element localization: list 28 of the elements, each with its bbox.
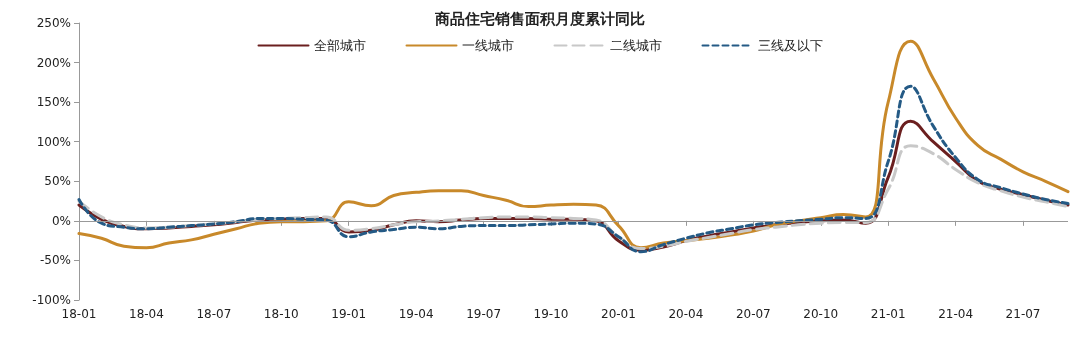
y-tick-label: 250% — [36, 16, 71, 30]
x-tick-label: 20-07 — [735, 307, 771, 321]
x-tick-label: 21-04 — [938, 307, 974, 321]
x-tick-label: 18-01 — [61, 307, 97, 321]
y-tick-label: 50% — [44, 174, 71, 189]
x-tick-label: 19-04 — [398, 307, 434, 321]
y-tick-label: 150% — [36, 95, 71, 110]
y-tick-label: -50% — [39, 253, 71, 268]
legend-label: 一线城市 — [461, 38, 514, 53]
x-tick-label: 20-01 — [601, 307, 636, 321]
y-tick-label: 0% — [51, 213, 71, 228]
x-tick-label: 21-01 — [870, 307, 906, 321]
legend-label: 三线及以下 — [757, 38, 823, 53]
y-tick-label: 200% — [36, 55, 71, 70]
x-tick-label: 19-10 — [533, 307, 569, 321]
chart-title: 商品住宅销售面积月度累计同比 — [434, 9, 645, 28]
x-tick-label: 18-10 — [263, 307, 299, 321]
legend-label: 全部城市 — [313, 38, 366, 53]
x-tick-label: 19-01 — [331, 307, 367, 321]
x-tick-label: 18-07 — [196, 307, 232, 321]
x-tick-label: 21-07 — [1005, 307, 1041, 321]
x-tick-label: 19-07 — [466, 307, 502, 321]
x-tick-label: 20-10 — [803, 307, 839, 321]
y-tick-label: 100% — [36, 134, 71, 149]
x-tick-label: 20-04 — [668, 307, 704, 321]
legend-label: 二线城市 — [609, 38, 662, 53]
y-tick-label: -100% — [32, 293, 71, 307]
x-tick-label: 18-04 — [128, 307, 164, 321]
